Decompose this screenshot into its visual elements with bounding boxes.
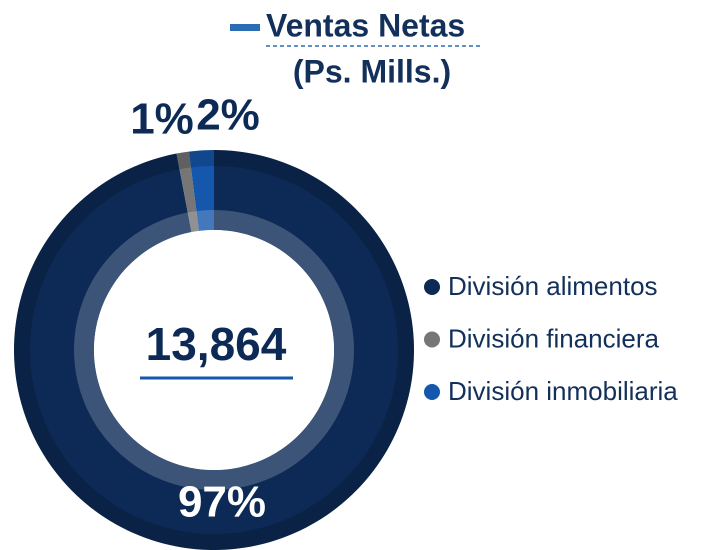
donut-segment xyxy=(176,151,199,233)
legend-marker xyxy=(424,279,440,295)
center-disc xyxy=(94,230,334,470)
legend-label: División alimentos xyxy=(448,271,658,301)
legend-marker xyxy=(424,384,440,400)
chart-subtitle: (Ps. Mills.) xyxy=(293,53,451,89)
value-label: 97% xyxy=(178,478,266,527)
center-label: 13,864 xyxy=(146,318,287,370)
inner-ring xyxy=(74,210,354,490)
donut-segment xyxy=(14,150,415,550)
value-label: 2% xyxy=(196,91,260,140)
legend-label: División inmobiliaria xyxy=(448,376,678,406)
donut-segment xyxy=(188,150,214,231)
value-label: 1% xyxy=(130,95,194,144)
outer-ring xyxy=(14,150,414,550)
title-icon xyxy=(230,24,260,31)
legend-label: División financiera xyxy=(448,323,660,353)
donut xyxy=(14,150,415,550)
legend: División alimentos División financiera Div… xyxy=(424,271,678,406)
chart-title: Ventas Netas xyxy=(266,7,465,43)
legend-marker xyxy=(424,331,440,348)
